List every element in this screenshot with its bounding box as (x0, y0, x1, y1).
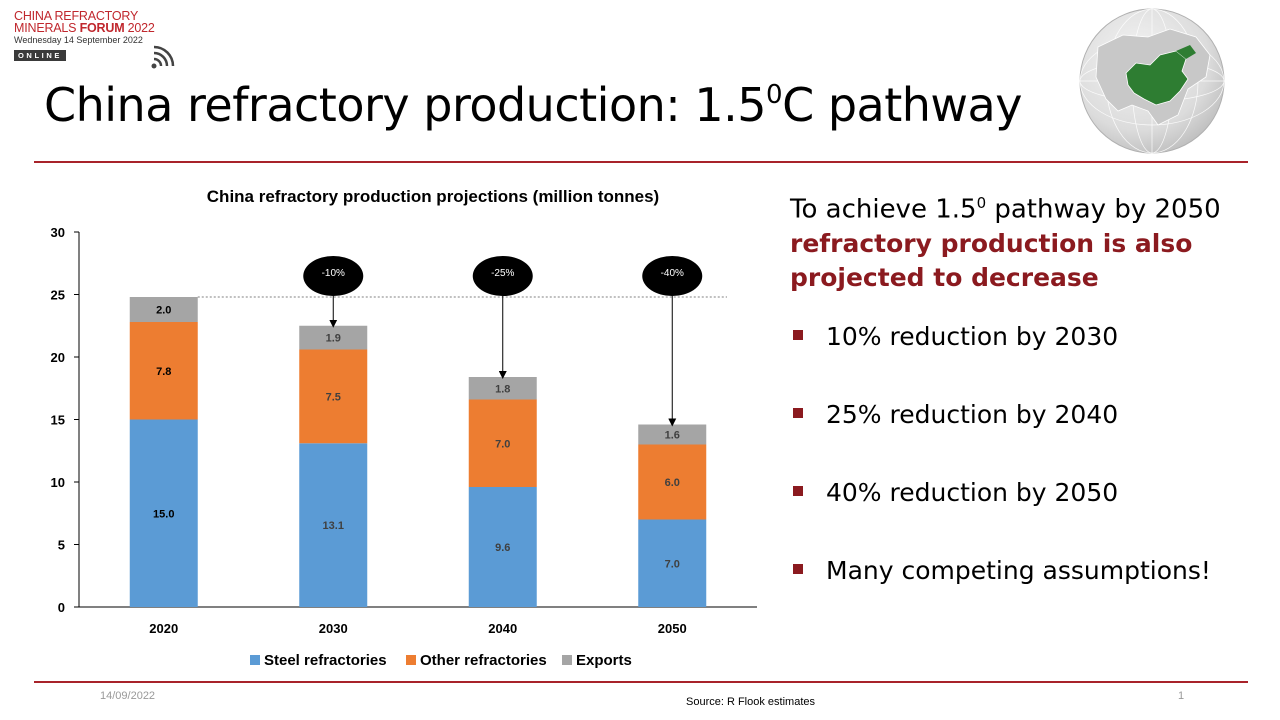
china-globe-image (1079, 8, 1225, 154)
bar-segment (299, 349, 368, 444)
forum-logo: CHINA REFRACTORY MINERALS FORUM 2022 Wed… (14, 9, 175, 69)
bar-segment (299, 325, 368, 350)
bar-segment (129, 322, 198, 420)
square-bullet-icon (793, 485, 803, 496)
callout-bubble (472, 256, 533, 296)
x-tick-label: 2040 (488, 621, 517, 636)
key-points-panel: To achieve 1.50 pathway by 2050 refracto… (790, 186, 1260, 633)
bar-segment (468, 399, 537, 487)
chart-title: China refractory production projections … (207, 187, 659, 206)
data-label: 7.0 (665, 558, 680, 570)
square-bullet-icon (793, 329, 803, 340)
data-label: 9.6 (495, 542, 510, 554)
bar-segment (129, 297, 198, 322)
bar-segment (299, 443, 368, 607)
callout-bubble (642, 256, 703, 296)
logo-line2: MINERALS FORUM 2022 (14, 21, 155, 35)
logo-date: Wednesday 14 September 2022 (14, 35, 143, 45)
y-tick-label: 0 (58, 600, 65, 615)
page-number: 1 (1178, 690, 1185, 702)
data-label: 1.8 (495, 383, 510, 395)
data-label: 7.8 (156, 366, 171, 378)
legend-label: Other refractories (420, 652, 547, 669)
wifi-signal-icon (151, 45, 175, 69)
legend-label: Exports (576, 652, 632, 669)
callout-bubble (303, 256, 364, 296)
legend-swatch (250, 655, 260, 665)
y-tick-label: 15 (51, 413, 65, 428)
data-label: 6.0 (665, 477, 680, 489)
callout-label: -25% (491, 268, 514, 279)
bar-segment (638, 424, 707, 445)
footer-divider (34, 681, 1248, 683)
data-label: 1.9 (326, 333, 341, 345)
data-label: 1.6 (665, 430, 680, 442)
y-tick-label: 25 (51, 288, 65, 303)
logo-line1: CHINA REFRACTORY (14, 9, 139, 23)
bar-segment (638, 444, 707, 520)
bar-segment (468, 487, 537, 607)
data-label: 13.1 (323, 520, 344, 532)
bar-segment (129, 419, 198, 607)
legend-swatch (406, 655, 416, 665)
footer-source: Source: R Flook estimates (686, 696, 815, 708)
bullet-list: 10% reduction by 2030 25% reduction by 2… (790, 321, 1260, 633)
data-label: 7.0 (495, 438, 510, 450)
x-tick-label: 2050 (658, 621, 687, 636)
logo-online-badge: ONLINE (14, 50, 66, 61)
y-tick-label: 30 (51, 225, 65, 240)
data-label: 15.0 (153, 508, 174, 520)
data-label: 2.0 (156, 305, 171, 317)
y-tick-label: 5 (58, 538, 65, 553)
square-bullet-icon (793, 407, 803, 418)
bullet-item: 25% reduction by 2040 (790, 399, 1260, 477)
highlight-text: refractory production is also projected … (790, 228, 1193, 292)
page-title: China refractory production: 1.50C pathw… (44, 78, 1022, 132)
bar-segment (638, 519, 707, 607)
callout-label: -10% (322, 268, 345, 279)
legend-label: Steel refractories (264, 652, 387, 669)
bullet-item: Many competing assumptions! (790, 555, 1260, 633)
data-label: 7.5 (326, 391, 341, 403)
intro-text: To achieve 1.50 pathway by 2050 (790, 194, 1221, 225)
x-tick-label: 2030 (319, 621, 348, 636)
y-tick-label: 20 (51, 350, 65, 365)
square-bullet-icon (793, 563, 803, 574)
bullet-item: 40% reduction by 2050 (790, 477, 1260, 555)
legend-swatch (562, 655, 572, 665)
y-tick-label: 10 (51, 475, 65, 490)
production-chart: China refractory production projections … (51, 187, 757, 669)
callout-label: -40% (661, 268, 684, 279)
bullet-item: 10% reduction by 2030 (790, 321, 1260, 399)
title-divider (34, 161, 1248, 163)
footer-date: 14/09/2022 (100, 690, 156, 702)
x-tick-label: 2020 (149, 621, 178, 636)
bar-segment (468, 377, 537, 400)
